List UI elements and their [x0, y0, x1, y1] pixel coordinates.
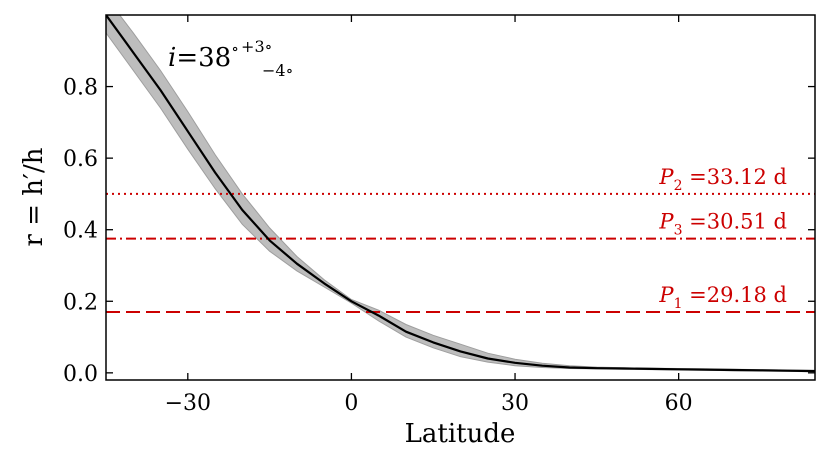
annotation-degree: ∘: [231, 39, 239, 58]
labels: P2 =33.12 d P3 =30.51 d P1 =29.18 d −30 0 30 6…: [63, 76, 787, 416]
annotation-sub: −4∘: [262, 61, 293, 80]
y-tick-label: 0.6: [63, 147, 98, 172]
ref-label-p2: P2 =33.12 d: [658, 165, 787, 194]
annotation-eq: =38: [176, 43, 231, 73]
x-axis-label: Latitude: [405, 419, 516, 449]
plot-frame: [105, 14, 816, 381]
y-tick-label: 0.4: [63, 219, 98, 244]
ref-label-p1: P1 =29.18 d: [658, 283, 787, 312]
x-tick-label: 60: [665, 391, 693, 416]
ref-label-p3: P3 =30.51 d: [658, 210, 787, 239]
x-tick-label: −30: [165, 391, 211, 416]
y-tick-label: 0.8: [63, 76, 98, 101]
x-tick-label: 0: [344, 391, 358, 416]
inclination-annotation: i=38∘ +3∘ −4∘: [168, 29, 293, 80]
uncertainty-band: [106, 15, 815, 373]
band-layer: [106, 15, 815, 373]
y-axis-label: r = h′/h: [19, 147, 49, 246]
x-tick-label: 30: [501, 391, 529, 416]
y-tick-label: 0.0: [63, 362, 98, 387]
line-layer: [106, 15, 815, 373]
reference-lines: [106, 192, 815, 314]
ticks: [106, 15, 815, 380]
series-line: [106, 15, 815, 373]
y-tick-label: 0.2: [63, 290, 98, 315]
annotation-var: i: [168, 43, 176, 73]
annotation-sup: +3∘: [241, 37, 272, 56]
